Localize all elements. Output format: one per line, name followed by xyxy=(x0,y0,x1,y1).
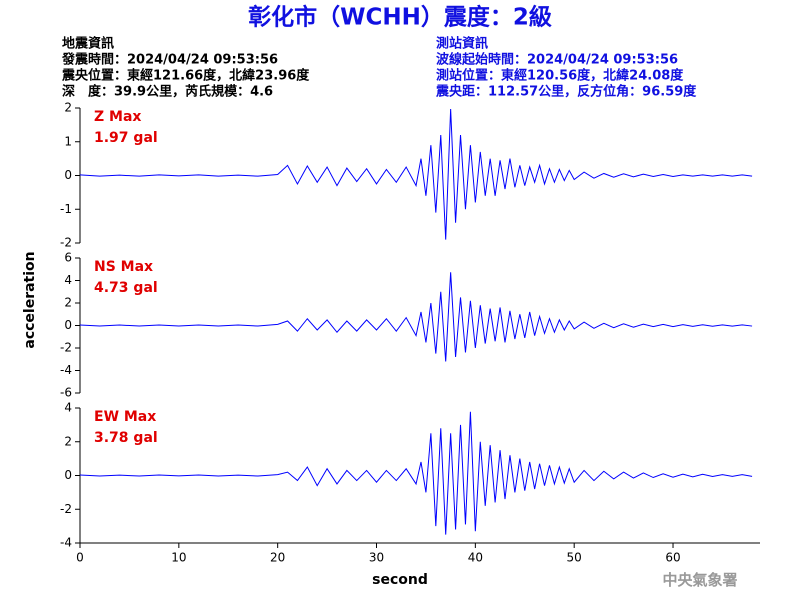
x-tick-label: 60 xyxy=(665,551,680,565)
y-tick-label: 4 xyxy=(64,401,72,415)
waveform xyxy=(79,272,753,362)
y-tick-label: -2 xyxy=(60,502,72,516)
max-label: 4.73 gal xyxy=(94,280,158,296)
info-line: 地震資訊 xyxy=(62,36,114,52)
panel-label: NS Max xyxy=(94,259,153,275)
y-tick-label: 2 xyxy=(64,101,72,115)
info-line: 深 度：39.9公里，芮氏規模：4.6 xyxy=(62,84,273,100)
y-axis-label: acceleration xyxy=(22,251,38,348)
x-axis-label: second xyxy=(372,572,428,588)
y-tick-label: 4 xyxy=(64,273,72,287)
max-label: 3.78 gal xyxy=(94,430,158,446)
y-tick-label: -1 xyxy=(60,202,72,216)
info-line: 震央距：112.57公里，反方位角：96.59度 xyxy=(435,84,697,100)
x-tick-label: 40 xyxy=(468,551,483,565)
waveform xyxy=(79,108,753,240)
x-tick-label: 0 xyxy=(76,551,84,565)
info-line: 震央位置：東經121.66度，北緯23.96度 xyxy=(61,68,310,84)
y-tick-label: 0 xyxy=(64,468,72,482)
info-line: 測站位置：東經120.56度，北緯24.08度 xyxy=(436,68,684,84)
waveform xyxy=(79,411,753,535)
y-tick-label: 2 xyxy=(64,296,72,310)
y-tick-label: 0 xyxy=(64,168,72,182)
info-line: 測站資訊 xyxy=(436,36,488,52)
y-tick-label: 2 xyxy=(64,434,72,448)
y-tick-label: 0 xyxy=(64,318,72,332)
chart-title: 彰化市（WCHH）震度：2級 xyxy=(248,4,552,31)
footer: 中央氣象署 xyxy=(662,571,737,589)
y-tick-label: 6 xyxy=(64,251,72,265)
y-tick-label: -2 xyxy=(60,236,72,250)
max-label: 1.97 gal xyxy=(94,130,158,146)
x-tick-label: 30 xyxy=(369,551,384,565)
y-tick-label: -4 xyxy=(60,363,72,377)
y-tick-label: -6 xyxy=(60,386,72,400)
info-line: 波線起始時間：2024/04/24 09:53:56 xyxy=(436,52,678,68)
y-tick-label: -2 xyxy=(60,341,72,355)
x-tick-label: 20 xyxy=(270,551,285,565)
panel-label: Z Max xyxy=(94,109,141,125)
x-tick-label: 50 xyxy=(567,551,582,565)
panel-label: EW Max xyxy=(94,409,156,425)
x-tick-label: 10 xyxy=(171,551,186,565)
y-tick-label: 1 xyxy=(64,134,72,148)
info-line: 發震時間：2024/04/24 09:53:56 xyxy=(61,52,278,68)
y-tick-label: -4 xyxy=(60,536,72,550)
